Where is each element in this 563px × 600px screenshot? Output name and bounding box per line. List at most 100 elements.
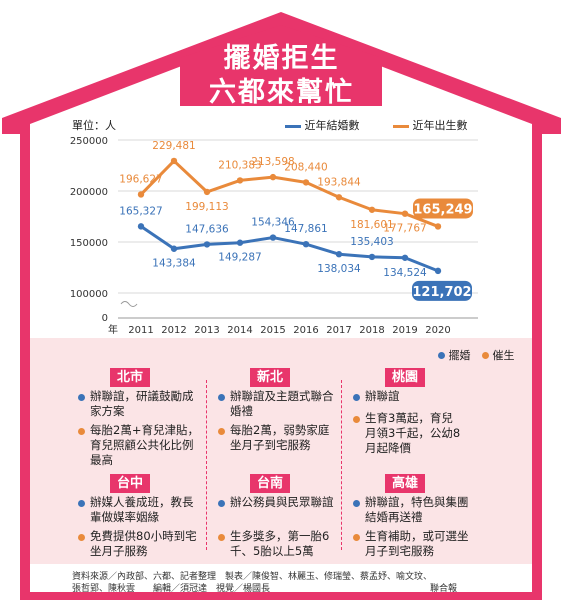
marriage-dot [353,394,360,401]
data-label: 154,346 [251,217,295,229]
city-item-marriage: 辦聯誼及主題式聯合婚禮 [230,389,334,418]
data-point [401,254,409,261]
birth-dot [353,534,360,541]
column-divider [341,380,342,550]
data-point [137,191,145,198]
legend2-marriage-dot [438,352,445,359]
data-label: 149,287 [218,252,261,264]
birth-dot [218,534,225,541]
axis-break [120,301,138,307]
x-tick-label: 2012 [161,325,186,336]
x-tick-label: 2011 [128,325,153,336]
x-tick-label: 2019 [392,325,417,336]
city-item-marriage: 辦公務員與民眾聯誼 [230,495,334,509]
highlight-box [413,198,473,219]
city-item-birth: 每胎2萬+育兒津貼，育兒照顧公共化比例最高 [90,423,199,467]
data-label: 177,767 [383,223,426,235]
data-label: 208,440 [284,161,327,173]
city-name: 北市 [110,368,150,387]
legend2-marriage: 擺婚 [438,347,471,363]
legend2-birth: 催生 [482,347,515,363]
birth-dot [78,534,85,541]
x-tick-label: 2015 [260,325,285,336]
highlight-box [412,280,472,301]
source-line2: 張哲郢、陳秋雲 編輯／須冠達 視覺／楊國長 [72,584,271,594]
data-point [137,223,145,230]
unit-label: 單位：人 [72,119,116,132]
x-tick-label: 2020 [425,325,450,336]
data-label: 121,702 [412,285,471,300]
city-item-birth: 生育補助，或可選坐月子到宅服務 [365,529,469,558]
birth-dot [353,416,360,423]
city-item-marriage: 辦媒人養成班，教長輩做媒率姻緣 [90,495,194,524]
legend-birth-label: 近年出生數 [412,119,468,132]
marriage-dot [78,500,85,507]
legend2-marriage-label: 擺婚 [448,349,471,362]
y-tick-label: 100000 [70,289,108,300]
city-name: 桃園 [385,368,425,387]
x-tick-label: 2018 [359,325,384,336]
marriage-dot [218,500,225,507]
birth-dot [78,428,85,435]
data-point [236,239,244,246]
y-tick-label: 250000 [70,136,108,147]
city-item-marriage: 辦聯誼，研議鼓勵成家方案 [90,389,194,418]
data-label: 147,861 [284,223,327,235]
marriage-dot [218,394,225,401]
brand: 聯合報 [430,584,458,594]
x-tick-label: 2013 [194,325,219,336]
marriage-dot [353,500,360,507]
legend-marriage: 近年結婚數 [285,117,360,133]
city-item-marriage: 辦聯誼，特色與集團結婚再送禮 [365,495,469,524]
data-label: 196,627 [119,173,162,185]
x-tick-label: 2017 [326,325,351,336]
series-line-birth [139,159,439,228]
city-name: 新北 [250,368,290,387]
y-tick-label: 200000 [70,187,108,198]
data-point [170,157,178,165]
legend-marriage-label: 近年結婚數 [304,119,360,132]
x-axis-prefix: 年 [108,323,118,336]
data-point [203,241,211,248]
series-line-marriage [140,225,439,273]
city-name: 高雄 [385,474,425,493]
y-tick-label: 150000 [70,238,108,249]
data-point [335,194,343,201]
legend-marriage-swatch [285,124,301,128]
legend-birth: 近年出生數 [393,117,468,133]
legend2-birth-label: 催生 [492,349,515,362]
x-tick-label: 2016 [293,325,318,336]
y-tick-label: 0 [102,313,108,324]
data-label: 199,113 [185,201,228,213]
data-point [401,210,409,217]
data-point [269,234,277,241]
data-point [170,245,178,252]
data-point [434,267,442,275]
data-point [302,179,310,186]
data-point [434,223,442,230]
data-label: 213,598 [251,156,294,168]
data-label: 165,327 [119,205,162,217]
data-label: 193,844 [317,176,361,188]
data-label: 165,249 [413,202,472,217]
city-item-birth: 生多獎多，第一胎6千、5胎以上5萬 [230,529,330,558]
x-tick-label: 2014 [227,325,252,336]
data-label: 143,384 [152,258,196,270]
marriage-dot [78,394,85,401]
data-label: 147,636 [185,223,229,235]
headline-line2: 六都來幫忙 [209,77,354,108]
data-point [203,188,211,196]
legend-birth-swatch [393,124,409,128]
data-point [236,177,244,184]
city-item-birth: 每胎2萬，弱勢家庭坐月子到宅服務 [230,423,330,452]
data-label: 138,034 [317,263,361,275]
data-point [269,173,277,181]
city-name: 台南 [250,474,290,493]
data-point [368,206,376,213]
city-name: 台中 [110,474,150,493]
data-label: 229,481 [152,140,195,152]
source-line1: 資料來源／內政部、六都、記者整理 製表／陳俊智、林麗玉、修瑞瑩、蔡孟妤、喻文玟、 [72,572,433,582]
data-label: 135,403 [350,236,393,248]
headline-line1: 擺婚拒生 [223,43,340,74]
